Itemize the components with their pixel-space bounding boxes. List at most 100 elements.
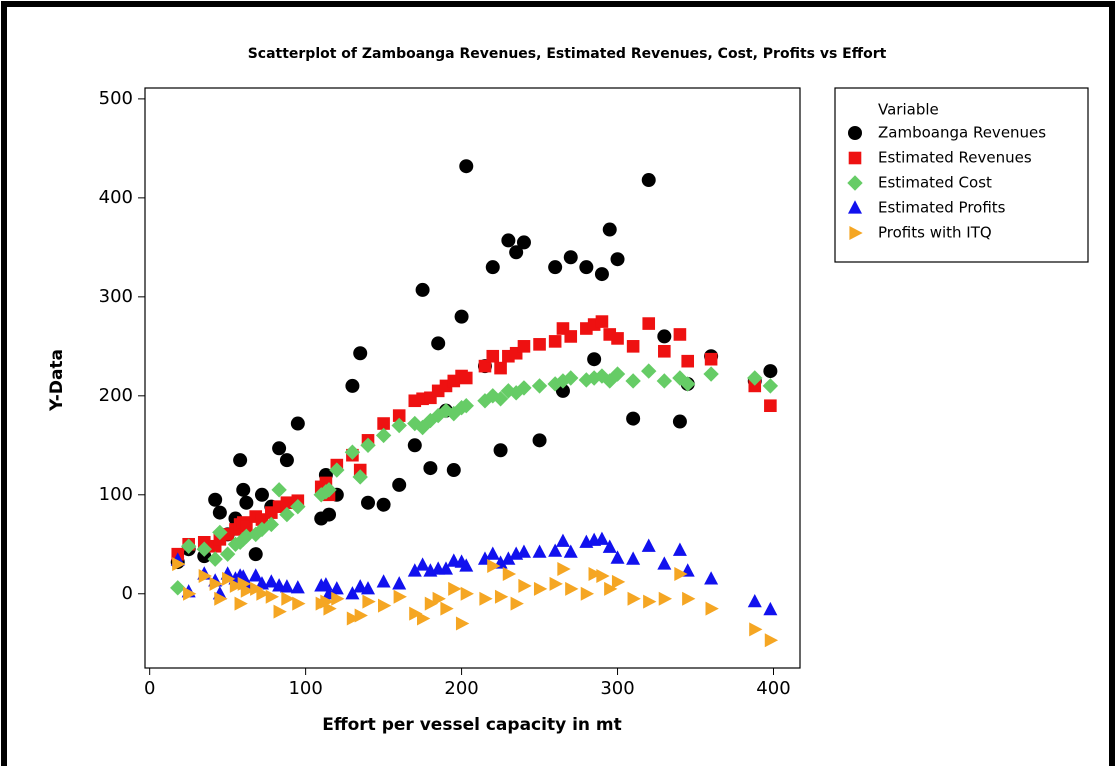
legend-marker — [848, 126, 862, 140]
point — [516, 544, 531, 558]
point — [440, 601, 454, 616]
point — [747, 370, 763, 386]
point — [657, 329, 672, 344]
point — [588, 566, 602, 581]
point — [565, 581, 579, 596]
y-tick-label: 200 — [99, 385, 133, 406]
point — [531, 378, 548, 394]
y-tick-label: 100 — [99, 484, 133, 505]
point — [415, 282, 430, 297]
point — [362, 594, 376, 609]
point — [172, 557, 186, 572]
point — [196, 541, 212, 557]
point — [233, 453, 248, 468]
x-tick-label: 400 — [756, 678, 790, 699]
point — [563, 250, 578, 265]
point — [610, 550, 625, 564]
legend-marker — [847, 175, 863, 191]
point — [555, 383, 570, 398]
point — [602, 222, 617, 237]
point — [321, 482, 337, 498]
point — [214, 591, 228, 606]
point — [281, 591, 295, 606]
point — [392, 409, 406, 422]
point — [486, 349, 500, 363]
point — [448, 581, 462, 596]
point — [272, 441, 287, 456]
point — [501, 233, 516, 248]
point — [478, 359, 492, 373]
point — [279, 579, 294, 593]
point — [493, 443, 508, 458]
point — [532, 544, 547, 558]
point — [596, 568, 610, 583]
point — [256, 586, 270, 601]
point — [360, 437, 376, 454]
point — [510, 596, 524, 611]
point — [454, 309, 469, 324]
point — [548, 543, 563, 557]
point — [415, 557, 430, 571]
point — [264, 574, 279, 588]
x-tick-label: 300 — [600, 678, 634, 699]
point — [610, 252, 625, 267]
chart-title: Scatterplot of Zamboanga Revenues, Estim… — [248, 46, 887, 62]
point — [416, 611, 431, 626]
point — [533, 338, 546, 351]
point — [254, 521, 270, 538]
point — [587, 352, 602, 367]
point — [748, 379, 762, 393]
point — [611, 574, 626, 589]
point — [579, 260, 594, 275]
legend-label: Profits with ITQ — [878, 224, 992, 242]
point — [263, 516, 280, 533]
point — [518, 578, 532, 593]
point — [280, 496, 294, 510]
point — [594, 267, 609, 282]
point — [438, 561, 453, 575]
point — [240, 520, 253, 533]
point — [548, 260, 563, 275]
point — [459, 159, 474, 174]
point — [424, 596, 439, 611]
point — [533, 581, 548, 596]
point — [183, 586, 197, 601]
point — [516, 380, 532, 396]
point — [271, 482, 287, 498]
point — [239, 495, 254, 510]
point — [763, 601, 778, 616]
point — [290, 498, 306, 515]
point — [609, 366, 626, 382]
point — [432, 591, 446, 606]
point — [762, 378, 779, 394]
point — [353, 579, 368, 593]
point — [611, 332, 624, 345]
point — [361, 495, 376, 510]
point — [704, 571, 719, 585]
point — [672, 542, 687, 556]
point — [517, 340, 531, 353]
legend-marker — [849, 226, 863, 240]
point — [376, 497, 391, 512]
point — [352, 469, 368, 485]
legend-box — [834, 87, 1089, 263]
point — [604, 581, 618, 596]
point — [180, 538, 197, 554]
point — [254, 487, 269, 502]
point — [279, 453, 294, 468]
legend-label: Estimated Cost — [878, 174, 992, 192]
point — [273, 604, 287, 619]
point — [578, 372, 595, 388]
legend-marker — [848, 200, 862, 214]
point — [502, 566, 517, 581]
point — [170, 580, 186, 596]
point — [704, 352, 718, 366]
point — [234, 596, 248, 611]
point — [594, 531, 609, 545]
point — [658, 591, 673, 606]
x-axis-label: Effort per vessel capacity in mt — [322, 715, 622, 735]
point — [532, 433, 547, 448]
point — [393, 589, 407, 604]
point — [674, 566, 688, 581]
